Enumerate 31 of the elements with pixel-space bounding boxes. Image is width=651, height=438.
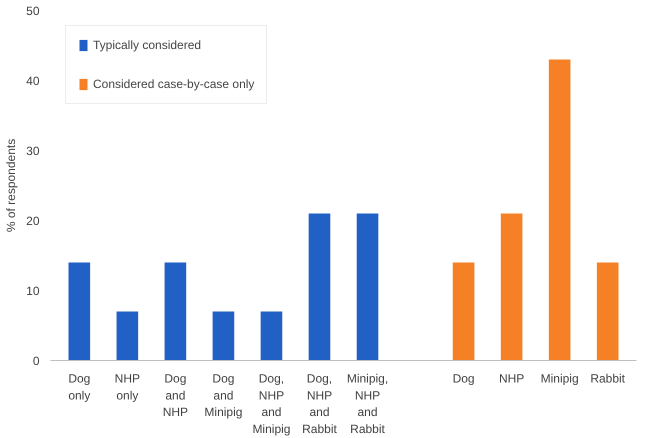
- x-tick-label: Dog, NHP and Minipig: [252, 372, 290, 436]
- bar: [548, 60, 570, 360]
- x-tick-label: Dog and NHP: [162, 372, 188, 420]
- bar: [116, 312, 138, 360]
- bar: [452, 262, 474, 360]
- y-tick-label: 30: [26, 144, 40, 158]
- bar: [164, 262, 186, 360]
- y-axis-title: % of respondents: [4, 138, 18, 232]
- x-tick-label: Dog, NHP and Rabbit: [302, 372, 338, 436]
- x-tick-label: Rabbit: [590, 372, 626, 386]
- bar: [500, 214, 522, 360]
- x-tick-label: Dog only: [68, 372, 90, 402]
- y-tick-label: 10: [26, 284, 40, 298]
- x-tick-label: Dog: [452, 372, 475, 386]
- y-tick-label: 50: [26, 4, 40, 18]
- x-tick-label: NHP only: [114, 372, 140, 402]
- x-tick-label: Dog and Minipig: [204, 372, 242, 420]
- legend-label: Typically considered: [93, 38, 202, 52]
- x-tick-label: Minipig, NHP and Rabbit: [346, 372, 388, 436]
- bar: [356, 214, 378, 360]
- y-tick-label: 20: [26, 214, 40, 228]
- y-tick-label: 0: [32, 354, 40, 368]
- x-tick-label: Minipig: [540, 372, 579, 386]
- bar: [308, 214, 330, 360]
- bar: [596, 262, 618, 360]
- bar: [260, 312, 282, 360]
- bar: [212, 312, 234, 360]
- y-tick-label: 40: [26, 74, 40, 88]
- x-tick-label: NHP: [498, 372, 524, 386]
- legend-label: Considered case-by-case only: [93, 77, 254, 91]
- bar: [68, 262, 90, 360]
